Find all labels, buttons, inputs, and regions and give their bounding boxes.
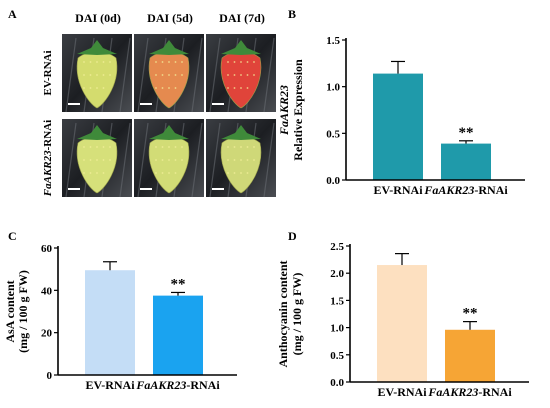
scale-bar (68, 103, 80, 105)
bar-d-0 (377, 265, 427, 382)
x-tick-label-c-0: EV-RNAi (85, 378, 135, 392)
scale-bar (212, 103, 224, 105)
fruit-photo-0-1 (134, 34, 204, 113)
significance-c-1: ** (171, 276, 186, 292)
y-tick-label-d-1: 0.5 (330, 350, 344, 362)
y-tick-label-b-0: 0.0 (326, 175, 340, 187)
y-axis-label-d-0: Anthocyanin content (276, 260, 290, 367)
y-axis-label-c-0: AsA content (3, 280, 17, 342)
y-tick-label-d-5: 2.5 (330, 241, 344, 253)
bar-c-1 (153, 295, 203, 375)
bar-c-0 (85, 270, 135, 375)
chart-b-relative-expression: B EV-RNAi ** FaAKR23-RNAi 0.0 0.5 1.0 1.5 FaAKR2… (277, 7, 525, 197)
x-tick-label-b-0: EV-RNAi (373, 183, 423, 197)
panel-a-photo-grid: A DAI (0d) DAI (5d) DAI (7d) EV-RNAi FaAKR23-… (8, 7, 276, 197)
y-tick-label-d-2: 1.0 (330, 323, 344, 335)
y-tick-label-b-1: 0.5 (326, 128, 340, 140)
y-tick-label-c-3: 60 (41, 243, 53, 255)
significance-d-1: ** (463, 306, 478, 322)
y-tick-label-b-2: 1.0 (326, 82, 340, 94)
x-tick-label-d-1: FaAKR23-RNAi (427, 385, 512, 399)
scale-bar (140, 103, 152, 105)
fruit-photo-1-1 (134, 119, 204, 198)
column-header-0: DAI (0d) (75, 11, 121, 25)
x-tick-label-c-1: FaAKR23-RNAi (135, 378, 220, 392)
column-header-2: DAI (7d) (219, 11, 265, 25)
panel-letter-d: D (288, 229, 297, 243)
bar-b-1 (441, 143, 491, 180)
y-tick-label-c-0: 0 (47, 370, 53, 382)
panel-letter-b: B (288, 7, 296, 21)
row-label-1: FaAKR23-RNAi (42, 120, 54, 197)
x-tick-label-d-0: EV-RNAi (377, 385, 427, 399)
fruit-photo-1-0 (62, 119, 132, 198)
x-tick-label-b-1: FaAKR23-RNAi (423, 183, 508, 197)
chart-d-anthocyanin-content: D EV-RNAi ** FaAKR23-RNAi 0.0 0.5 1.0 1.5 2.0 2.5… (276, 229, 529, 399)
panel-letter-a: A (8, 7, 17, 21)
y-axis-label-b-0: FaAKR23 (277, 85, 291, 136)
significance-b-1: ** (459, 125, 474, 141)
fruit-photo-1-2 (206, 119, 276, 198)
scale-bar (212, 188, 224, 190)
scale-bar (68, 188, 80, 190)
scale-bar (140, 188, 152, 190)
row-label-0: EV-RNAi (42, 50, 54, 95)
y-tick-label-b-3: 1.5 (326, 35, 340, 47)
y-tick-label-d-0: 0.0 (330, 377, 344, 389)
fruit-photo-0-2 (206, 34, 276, 113)
y-axis-label-b-1: Relative Expression (291, 59, 305, 161)
chart-c-asa-content: C EV-RNAi ** FaAKR23-RNAi 0 20 40 60 AsA content… (3, 229, 237, 392)
fruit-photo-0-0 (62, 34, 132, 113)
y-axis-label-c-1: (mg / 100 g FW) (16, 270, 30, 353)
y-tick-label-d-4: 2.0 (330, 268, 344, 280)
y-tick-label-d-3: 1.5 (330, 295, 344, 307)
panel-letter-c: C (8, 229, 17, 243)
bar-d-1 (445, 329, 495, 382)
y-axis-label-d-1: (mg / 100 g FW) (290, 273, 304, 356)
column-header-1: DAI (5d) (147, 11, 193, 25)
bar-b-0 (373, 73, 423, 180)
y-tick-label-c-1: 20 (41, 328, 53, 340)
y-tick-label-c-2: 40 (41, 285, 53, 297)
